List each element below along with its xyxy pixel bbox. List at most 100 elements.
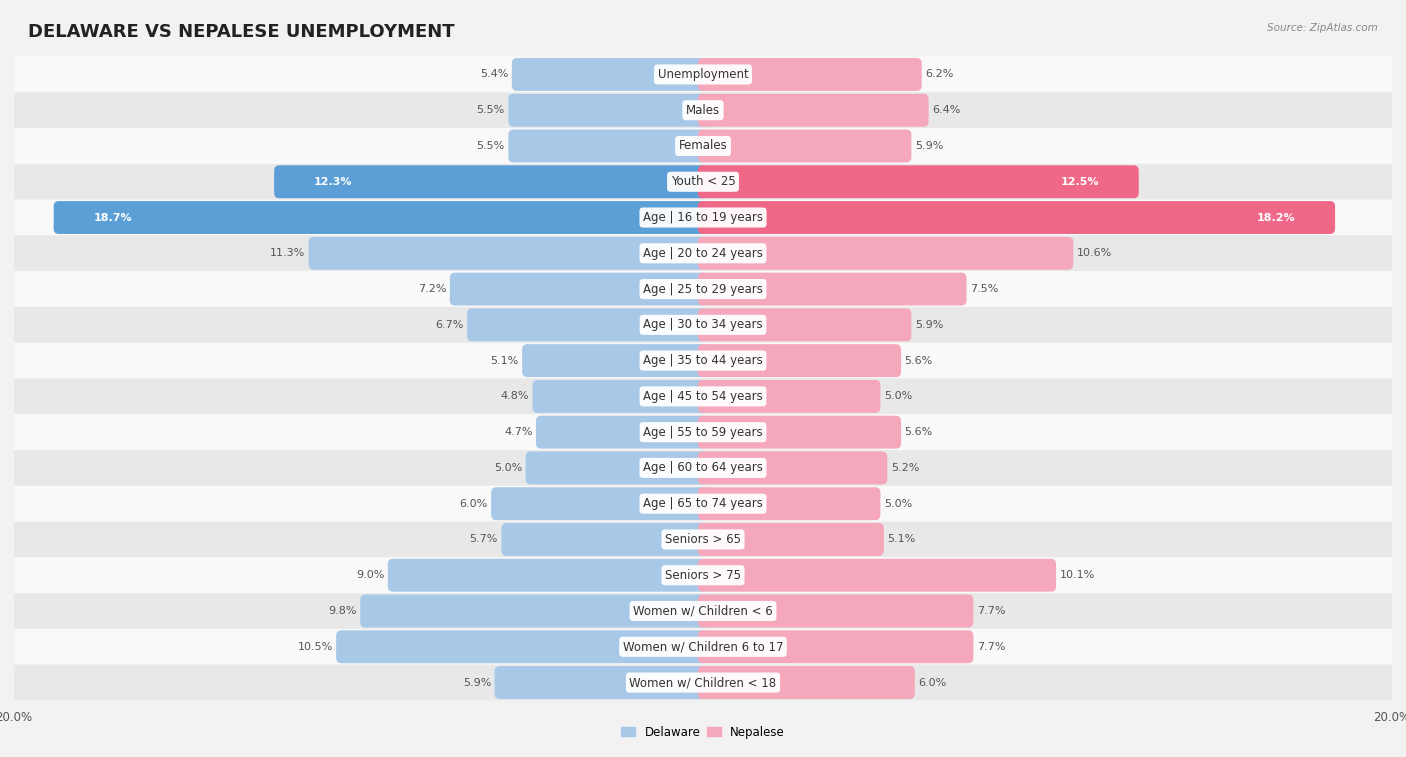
FancyBboxPatch shape [14,343,1392,378]
FancyBboxPatch shape [14,200,1392,235]
Text: 18.7%: 18.7% [93,213,132,223]
FancyBboxPatch shape [14,450,1392,486]
Text: 11.3%: 11.3% [270,248,305,258]
Text: 5.6%: 5.6% [904,427,932,437]
Text: 5.9%: 5.9% [915,141,943,151]
Text: 6.0%: 6.0% [460,499,488,509]
FancyBboxPatch shape [697,58,922,91]
Text: Age | 45 to 54 years: Age | 45 to 54 years [643,390,763,403]
FancyBboxPatch shape [697,416,901,449]
FancyBboxPatch shape [697,631,973,663]
Text: Unemployment: Unemployment [658,68,748,81]
Text: 9.0%: 9.0% [356,570,384,580]
Text: Women w/ Children < 6: Women w/ Children < 6 [633,605,773,618]
FancyBboxPatch shape [450,273,709,306]
FancyBboxPatch shape [14,235,1392,271]
Text: Age | 60 to 64 years: Age | 60 to 64 years [643,462,763,475]
Text: Age | 35 to 44 years: Age | 35 to 44 years [643,354,763,367]
FancyBboxPatch shape [14,522,1392,557]
Text: Age | 20 to 24 years: Age | 20 to 24 years [643,247,763,260]
Text: 6.2%: 6.2% [925,70,953,79]
Text: Women w/ Children < 18: Women w/ Children < 18 [630,676,776,689]
Text: 5.2%: 5.2% [891,463,920,473]
Text: 7.5%: 7.5% [970,284,998,294]
Text: Youth < 25: Youth < 25 [671,176,735,188]
FancyBboxPatch shape [491,488,709,520]
Text: 5.0%: 5.0% [494,463,522,473]
Text: 6.0%: 6.0% [918,678,946,687]
FancyBboxPatch shape [14,557,1392,593]
FancyBboxPatch shape [14,486,1392,522]
FancyBboxPatch shape [14,271,1392,307]
Text: DELAWARE VS NEPALESE UNEMPLOYMENT: DELAWARE VS NEPALESE UNEMPLOYMENT [28,23,454,41]
FancyBboxPatch shape [14,665,1392,700]
FancyBboxPatch shape [336,631,709,663]
FancyBboxPatch shape [53,201,709,234]
FancyBboxPatch shape [14,92,1392,128]
Text: Age | 16 to 19 years: Age | 16 to 19 years [643,211,763,224]
FancyBboxPatch shape [697,94,928,126]
Text: 5.1%: 5.1% [887,534,915,544]
Text: Women w/ Children 6 to 17: Women w/ Children 6 to 17 [623,640,783,653]
Text: 5.0%: 5.0% [884,499,912,509]
FancyBboxPatch shape [502,523,709,556]
Text: 5.6%: 5.6% [904,356,932,366]
Text: 6.4%: 6.4% [932,105,960,115]
FancyBboxPatch shape [274,165,709,198]
Text: 12.3%: 12.3% [314,177,353,187]
Text: 12.5%: 12.5% [1060,177,1099,187]
FancyBboxPatch shape [14,593,1392,629]
Text: Age | 30 to 34 years: Age | 30 to 34 years [643,319,763,332]
Text: Age | 55 to 59 years: Age | 55 to 59 years [643,425,763,438]
FancyBboxPatch shape [697,165,1139,198]
FancyBboxPatch shape [308,237,709,269]
FancyBboxPatch shape [14,307,1392,343]
Text: 10.5%: 10.5% [298,642,333,652]
Text: 5.9%: 5.9% [463,678,491,687]
FancyBboxPatch shape [697,594,973,628]
FancyBboxPatch shape [697,308,911,341]
Text: 4.7%: 4.7% [503,427,533,437]
FancyBboxPatch shape [697,451,887,484]
FancyBboxPatch shape [14,57,1392,92]
Text: 5.0%: 5.0% [884,391,912,401]
Text: 5.5%: 5.5% [477,141,505,151]
FancyBboxPatch shape [509,94,709,126]
FancyBboxPatch shape [697,488,880,520]
FancyBboxPatch shape [14,629,1392,665]
Text: 6.7%: 6.7% [436,320,464,330]
Text: Females: Females [679,139,727,152]
FancyBboxPatch shape [360,594,709,628]
Text: 7.7%: 7.7% [977,642,1005,652]
FancyBboxPatch shape [697,559,1056,592]
Text: Source: ZipAtlas.com: Source: ZipAtlas.com [1267,23,1378,33]
FancyBboxPatch shape [697,380,880,413]
FancyBboxPatch shape [522,344,709,377]
Text: Seniors > 65: Seniors > 65 [665,533,741,546]
FancyBboxPatch shape [697,129,911,163]
Text: 5.1%: 5.1% [491,356,519,366]
Text: 5.7%: 5.7% [470,534,498,544]
Text: 18.2%: 18.2% [1257,213,1295,223]
Text: Age | 65 to 74 years: Age | 65 to 74 years [643,497,763,510]
Text: 5.5%: 5.5% [477,105,505,115]
FancyBboxPatch shape [14,128,1392,164]
FancyBboxPatch shape [533,380,709,413]
Text: Seniors > 75: Seniors > 75 [665,569,741,581]
Text: 4.8%: 4.8% [501,391,529,401]
Text: Males: Males [686,104,720,117]
FancyBboxPatch shape [526,451,709,484]
FancyBboxPatch shape [697,237,1073,269]
FancyBboxPatch shape [14,378,1392,414]
FancyBboxPatch shape [697,344,901,377]
FancyBboxPatch shape [536,416,709,449]
Text: 7.2%: 7.2% [418,284,446,294]
FancyBboxPatch shape [512,58,709,91]
FancyBboxPatch shape [697,273,966,306]
FancyBboxPatch shape [495,666,709,699]
FancyBboxPatch shape [697,523,884,556]
Text: 10.1%: 10.1% [1060,570,1095,580]
FancyBboxPatch shape [14,164,1392,200]
FancyBboxPatch shape [697,666,915,699]
Text: 7.7%: 7.7% [977,606,1005,616]
